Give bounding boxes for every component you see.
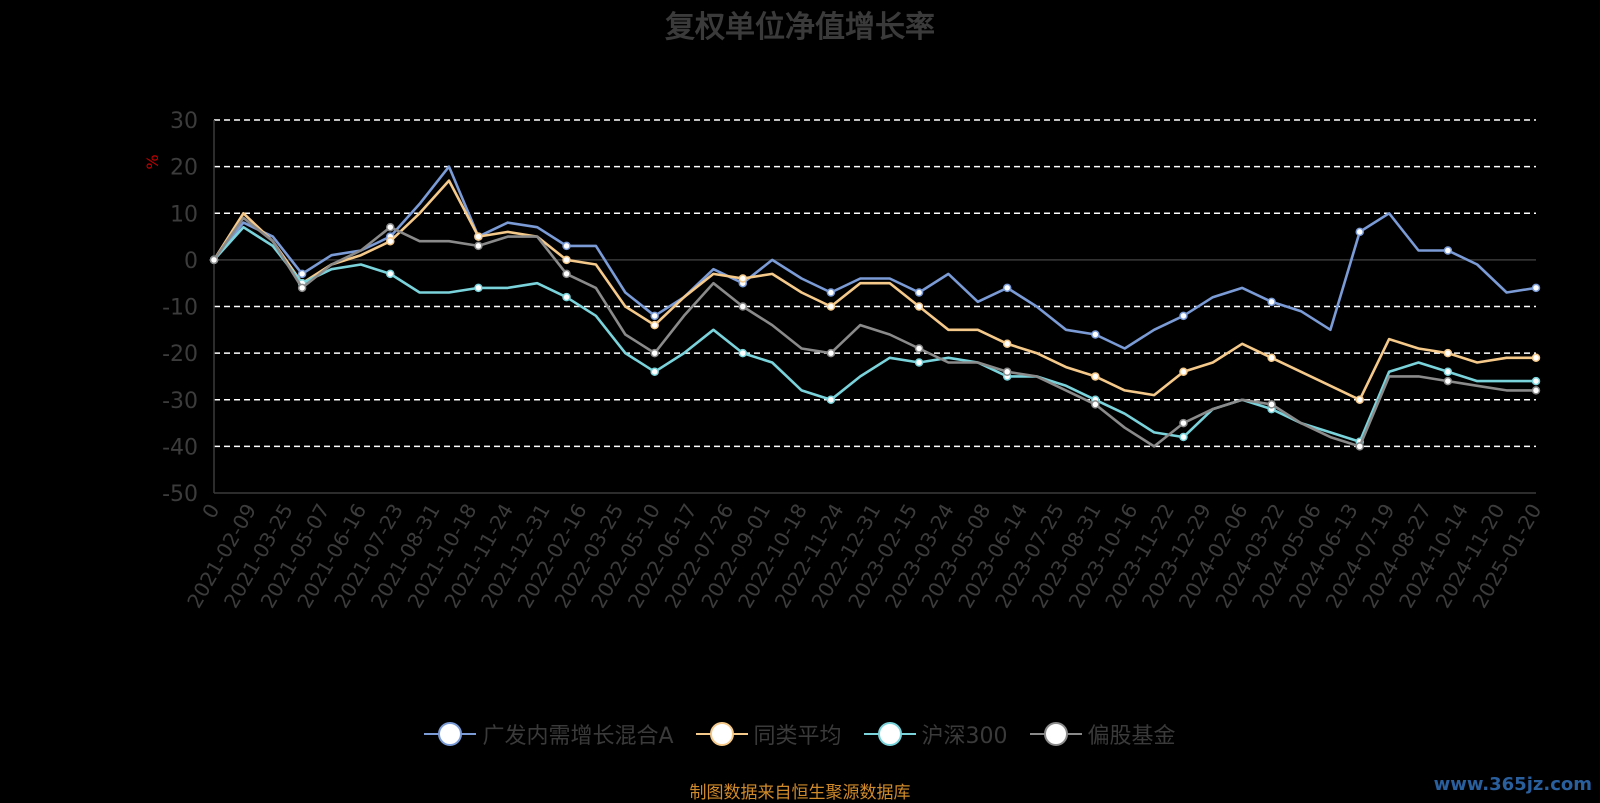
- y-tick-label: -50: [162, 482, 198, 507]
- y-tick-label: 0: [184, 249, 198, 274]
- series-point: [562, 292, 571, 302]
- series-point: [914, 358, 924, 367]
- chart-legend: 广发内需增长混合A 同类平均 沪深300 偏股基金: [0, 718, 1600, 750]
- series-point: [474, 232, 483, 241]
- y-tick-label: 20: [170, 156, 198, 181]
- series-point: [738, 348, 748, 358]
- series-point: [826, 395, 836, 404]
- legend-label: 同类平均: [753, 724, 842, 749]
- series-point: [650, 320, 659, 330]
- series-point: [1091, 372, 1100, 381]
- legend-label: 沪深300: [921, 724, 1008, 749]
- series-point: [386, 222, 395, 232]
- series-point: [1179, 432, 1188, 442]
- series-point: [1531, 283, 1541, 293]
- series-point: [1443, 376, 1453, 386]
- y-tick-label: -40: [162, 435, 198, 460]
- series-point: [1355, 395, 1364, 404]
- series-point: [1267, 400, 1276, 409]
- y-tick-label: -30: [162, 389, 198, 414]
- series-point: [1355, 227, 1364, 237]
- series-point: [914, 302, 924, 311]
- series-line-0: [212, 165, 1537, 350]
- series-point: [650, 367, 659, 377]
- legend-label: 偏股基金: [1087, 724, 1176, 749]
- series-point: [738, 302, 748, 311]
- series-line-2: [213, 225, 1536, 444]
- chart-title: 复权单位净值增长率: [665, 10, 935, 45]
- series-point: [1531, 386, 1541, 395]
- series-point: [474, 283, 483, 293]
- series-point: [1002, 367, 1012, 377]
- series-point: [1002, 339, 1012, 349]
- series-point: [826, 288, 836, 297]
- series-point: [1179, 311, 1188, 321]
- series-point: [562, 241, 571, 251]
- series-point: [474, 241, 483, 251]
- legend-marker-icon: [863, 722, 916, 746]
- series-line-1: [212, 179, 1536, 402]
- series-point: [738, 274, 748, 283]
- series-point: [826, 302, 836, 311]
- series-point: [1179, 418, 1188, 428]
- series-point: [1267, 297, 1276, 307]
- legend-item-3[interactable]: 偏股基金: [1029, 718, 1176, 750]
- y-tick-label: -10: [162, 296, 198, 321]
- legend-marker-icon: [695, 722, 748, 746]
- legend-marker-icon: [1029, 722, 1082, 746]
- y-tick-label: -20: [162, 342, 198, 367]
- legend-marker-icon: [424, 722, 477, 746]
- series-point: [209, 255, 219, 265]
- series-point: [1443, 246, 1453, 255]
- series-point: [297, 283, 307, 293]
- series-point: [386, 236, 395, 246]
- series-point: [562, 269, 571, 279]
- series-point: [297, 269, 307, 279]
- legend-item-1[interactable]: 同类平均: [695, 718, 842, 750]
- x-tick-label: 0: [197, 500, 224, 523]
- series-point: [386, 269, 395, 279]
- data-source-note: 制图数据来自恒生聚源数据库: [689, 783, 911, 803]
- series-point: [1355, 442, 1364, 451]
- legend-label: 广发内需增长混合A: [482, 724, 674, 749]
- series-point: [914, 288, 924, 297]
- series-point: [1443, 348, 1453, 358]
- series-point: [1531, 353, 1541, 363]
- series-point: [826, 348, 836, 358]
- chart-plot-area: 3020100-10-20-30-40-50%02021-02-092021-0…: [143, 109, 1546, 612]
- series-line-3: [212, 216, 1536, 448]
- series-point: [650, 348, 659, 358]
- y-axis-label: %: [143, 154, 162, 169]
- series-point: [1179, 367, 1188, 377]
- series-point: [650, 311, 659, 321]
- legend-item-2[interactable]: 沪深300: [863, 718, 1008, 750]
- series-point: [1002, 283, 1012, 293]
- series-point: [914, 344, 924, 353]
- series-point: [562, 255, 571, 265]
- y-tick-label: 10: [170, 202, 198, 227]
- series-point: [1267, 353, 1276, 363]
- series-point: [1531, 376, 1541, 386]
- series-point: [1443, 367, 1453, 377]
- series-point: [1091, 400, 1100, 409]
- y-tick-label: 30: [170, 109, 198, 134]
- series-point: [1091, 330, 1100, 339]
- site-watermark: www.365jz.com: [1433, 774, 1592, 795]
- legend-item-0[interactable]: 广发内需增长混合A: [424, 718, 674, 750]
